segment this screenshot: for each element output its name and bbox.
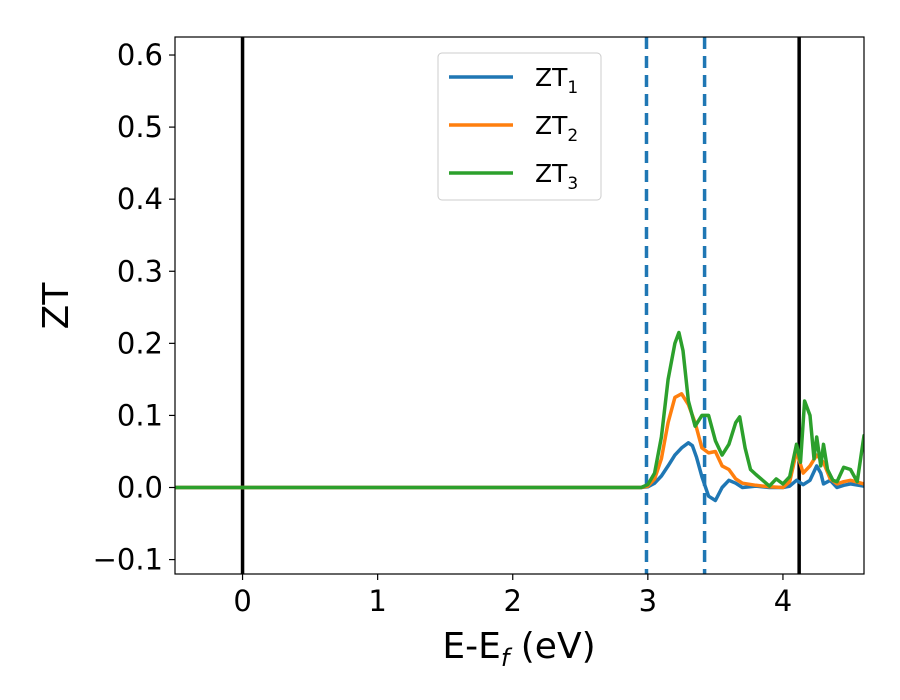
- x-axis-title-main: E-E: [442, 626, 500, 667]
- x-tick-label: 0: [233, 584, 251, 618]
- x-axis-title-unit: (eV): [509, 626, 595, 667]
- legend-label-zt2: ZT2: [535, 111, 578, 146]
- x-tick-label: 1: [368, 584, 386, 618]
- legend: ZT1 ZT2 ZT3: [437, 52, 602, 201]
- series-line-zt2: [175, 392, 864, 490]
- x-axis: 0 1 2 3 4: [233, 574, 792, 618]
- y-tick-label: 0.0: [117, 471, 163, 505]
- y-axis: −0.1 0.0 0.1 0.2 0.3 0.4 0.5 0.6: [93, 38, 175, 577]
- y-tick-label: −0.1: [93, 543, 163, 577]
- legend-box: [437, 52, 602, 201]
- legend-label-zt1: ZT1: [535, 63, 578, 98]
- x-tick-label: 2: [504, 584, 522, 618]
- x-tick-label: 3: [639, 584, 657, 618]
- x-tick-label: 4: [774, 584, 792, 618]
- y-tick-label: 0.2: [117, 326, 163, 360]
- y-tick-label: 0.5: [117, 110, 163, 144]
- plot-frame: [174, 36, 865, 575]
- series-line-zt3: [175, 330, 864, 490]
- series-line-zt1: [175, 441, 864, 503]
- y-tick-label: 0.3: [117, 254, 163, 288]
- y-tick-label: 0.1: [117, 398, 163, 432]
- y-tick-label: 0.6: [117, 38, 163, 72]
- y-axis-title: ZT: [36, 282, 77, 330]
- plot-area: [175, 37, 864, 574]
- x-axis-title: E-Ef (eV): [442, 626, 595, 672]
- y-tick-label: 0.4: [117, 182, 163, 216]
- legend-label-zt3: ZT3: [535, 159, 578, 194]
